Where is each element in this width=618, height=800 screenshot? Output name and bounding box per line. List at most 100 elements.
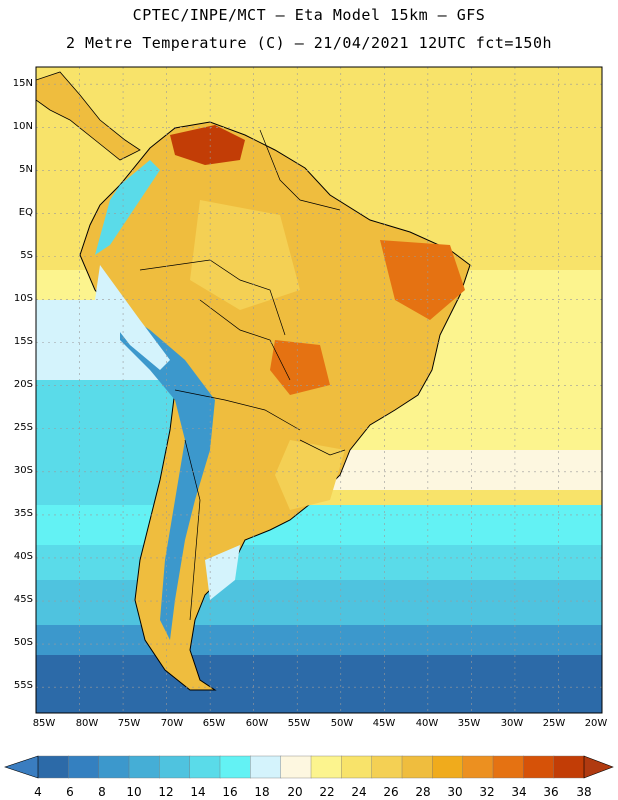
colorbar-label: 8 xyxy=(98,785,106,799)
colorbar-swatch xyxy=(310,755,343,779)
colorbar-label: 28 xyxy=(415,785,430,799)
lon-label: 30W xyxy=(501,718,524,729)
hot-zone-northeast-brazil xyxy=(380,240,465,320)
colorbar-label: 18 xyxy=(254,785,269,799)
lon-label: 45W xyxy=(373,718,396,729)
map-field xyxy=(36,67,602,713)
colorbar-label: 30 xyxy=(447,785,462,799)
colorbar-swatch xyxy=(341,755,373,779)
colorbar-label: 22 xyxy=(319,785,334,799)
colorbar-swatch xyxy=(432,755,464,779)
colorbar-swatch xyxy=(492,755,525,779)
lon-label: 75W xyxy=(118,718,141,729)
andes-south xyxy=(120,310,215,640)
border-peru-brazil xyxy=(139,259,286,336)
colorbar-swatches xyxy=(37,755,585,779)
lat-label: 15N xyxy=(13,78,33,89)
border-bolivia xyxy=(199,299,291,381)
colorbar-label: 36 xyxy=(543,785,558,799)
lon-label: 60W xyxy=(246,718,269,729)
lon-label: 35W xyxy=(458,718,481,729)
colorbar-swatch xyxy=(37,755,70,779)
colorbar-swatch xyxy=(128,755,161,779)
colorbar-swatch xyxy=(98,755,130,779)
colorbar-label: 6 xyxy=(66,785,74,799)
lat-label: 10N xyxy=(13,121,33,132)
colorbar-swatch xyxy=(523,755,555,779)
border-argentina-paraguay xyxy=(174,389,301,431)
colorbar-label: 34 xyxy=(511,785,526,799)
lat-label: 30S xyxy=(14,465,33,476)
lon-label: 65W xyxy=(203,718,226,729)
chart-title: CPTEC/INPE/MCT – Eta Model 15km – GFS xyxy=(132,6,486,24)
lat-label: 15S xyxy=(14,336,33,347)
lat-label: 5N xyxy=(19,164,33,175)
colorbar-swatch xyxy=(68,755,100,779)
colorbar-label: 4 xyxy=(34,785,42,799)
ocean-band-14 xyxy=(36,545,602,585)
colorbar-swatch xyxy=(371,755,403,779)
lat-label: EQ xyxy=(19,207,33,218)
colorbar-swatch xyxy=(280,755,312,779)
colorbar-label: 20 xyxy=(287,785,302,799)
ocean-band-12 xyxy=(36,580,602,630)
hot-zone-pantanal xyxy=(270,340,330,395)
country-borders xyxy=(139,129,346,621)
lat-label: 5S xyxy=(20,250,33,261)
warm-zone-amazon xyxy=(190,200,300,310)
map-frame xyxy=(35,66,603,714)
lon-label: 40W xyxy=(416,718,439,729)
lat-label: 50S xyxy=(14,637,33,648)
lon-label: 85W xyxy=(33,718,56,729)
lat-label: 20S xyxy=(14,379,33,390)
colorbar-high-arrow xyxy=(583,755,614,779)
ocean-band-16 xyxy=(36,505,602,550)
colorbar-label: 26 xyxy=(383,785,398,799)
colorbar-label: 10 xyxy=(126,785,141,799)
colorbar-labels: 4 6 8 10 12 14 16 18 20 22 24 26 28 30 3… xyxy=(34,785,591,799)
lat-label: 35S xyxy=(14,508,33,519)
colorbar-swatch xyxy=(462,755,494,779)
lat-label: 25S xyxy=(14,422,33,433)
lat-label: 55S xyxy=(14,680,33,691)
colorbar-label: 24 xyxy=(351,785,366,799)
longitude-labels: 85W 80W 75W 70W 65W 60W 55W 50W 45W 40W … xyxy=(33,718,608,729)
lon-label: 25W xyxy=(543,718,566,729)
colorbar-swatch xyxy=(401,755,434,779)
colorbar-label: 16 xyxy=(222,785,237,799)
coastal-cool-strip xyxy=(95,265,170,370)
border-chile-argentina xyxy=(184,439,201,621)
border-uruguay xyxy=(299,439,346,456)
warm-zone-pampas xyxy=(275,440,345,510)
lon-label: 50W xyxy=(331,718,354,729)
colorbar-swatch xyxy=(189,755,221,779)
latitude-labels: 15N 10N 5N EQ 5S 10S 15S 20S 25S 30S 35S… xyxy=(13,78,33,691)
andes-north xyxy=(95,160,160,255)
colorbar-low-arrow xyxy=(4,755,39,779)
colorbar-label: 12 xyxy=(158,785,173,799)
colorbar-label: 14 xyxy=(190,785,205,799)
colorbar-label: 32 xyxy=(479,785,494,799)
lon-label: 20W xyxy=(585,718,608,729)
colorbar-swatch xyxy=(159,755,191,779)
lon-label: 70W xyxy=(161,718,184,729)
lon-label: 55W xyxy=(288,718,311,729)
lat-label: 10S xyxy=(14,293,33,304)
lon-label: 80W xyxy=(76,718,99,729)
central-america-land xyxy=(36,71,141,161)
border-guianas xyxy=(259,129,341,211)
cool-zone-patagonia xyxy=(205,545,240,600)
graticule xyxy=(35,67,603,713)
ocean-band-4 xyxy=(36,655,602,713)
ocean-band-8 xyxy=(36,625,602,660)
chart-subtitle: 2 Metre Temperature (C) – 21/04/2021 12U… xyxy=(65,34,553,52)
colorbar-swatch xyxy=(553,755,585,779)
colorbar-swatch xyxy=(250,755,282,779)
lat-label: 40S xyxy=(14,551,33,562)
lat-label: 45S xyxy=(14,594,33,605)
hot-zone-venezuela xyxy=(170,125,245,165)
colorbar-label: 38 xyxy=(576,785,591,799)
colorbar: 4 6 8 10 12 14 16 18 20 22 24 26 28 30 3… xyxy=(4,755,614,799)
colorbar-swatch xyxy=(219,755,252,779)
